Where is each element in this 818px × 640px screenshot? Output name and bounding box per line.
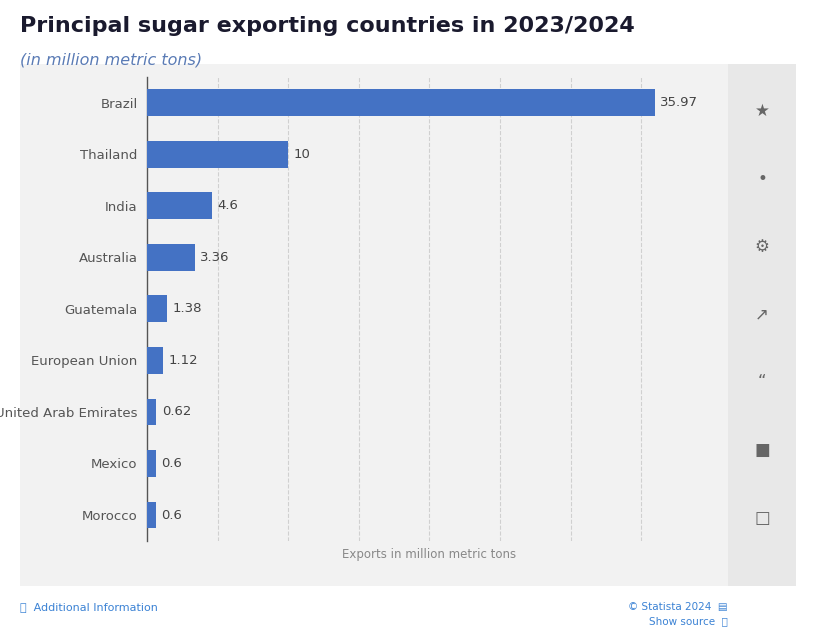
- Bar: [147, 89, 654, 116]
- Bar: [147, 502, 155, 529]
- Text: 3.36: 3.36: [200, 251, 230, 264]
- Text: 1.12: 1.12: [169, 354, 198, 367]
- Text: ★: ★: [754, 102, 770, 120]
- Text: 0.62: 0.62: [162, 405, 191, 419]
- Text: •: •: [757, 170, 767, 188]
- Text: 1.38: 1.38: [173, 302, 202, 316]
- Bar: [147, 244, 195, 271]
- Text: 35.97: 35.97: [660, 96, 699, 109]
- Bar: [147, 296, 167, 322]
- Bar: [147, 141, 288, 168]
- Bar: [147, 192, 212, 219]
- Text: □: □: [754, 509, 770, 527]
- Text: 0.6: 0.6: [161, 457, 182, 470]
- Text: Principal sugar exporting countries in 2023/2024: Principal sugar exporting countries in 2…: [20, 16, 636, 36]
- Text: Show source  ⓘ: Show source ⓘ: [649, 616, 728, 626]
- Text: 0.6: 0.6: [161, 509, 182, 522]
- Text: 4.6: 4.6: [218, 199, 239, 212]
- Bar: [147, 399, 156, 426]
- Text: 10: 10: [294, 148, 311, 161]
- Text: (in million metric tons): (in million metric tons): [20, 52, 203, 67]
- X-axis label: Exports in million metric tons: Exports in million metric tons: [343, 548, 516, 561]
- Bar: [147, 347, 163, 374]
- Text: ↗: ↗: [755, 305, 769, 323]
- Text: © Statista 2024  ▤: © Statista 2024 ▤: [628, 602, 728, 612]
- Text: ⓘ  Additional Information: ⓘ Additional Information: [20, 602, 159, 612]
- Text: ■: ■: [754, 441, 770, 459]
- Text: ⚙: ⚙: [754, 237, 770, 255]
- Bar: [147, 450, 155, 477]
- Text: “: “: [757, 373, 766, 391]
